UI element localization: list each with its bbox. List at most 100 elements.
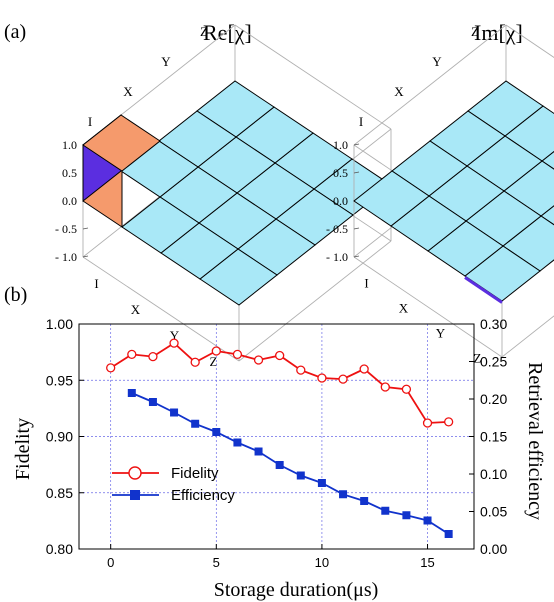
data-point [233, 438, 242, 447]
z-tick-mark [82, 255, 89, 258]
data-point [296, 471, 305, 480]
z-tick-mark [82, 227, 89, 230]
data-point [317, 373, 327, 383]
data-point [296, 365, 306, 375]
z-tick-label: 0.0 [62, 194, 77, 208]
col-label-bottom: Z [474, 351, 482, 366]
y2-tick-label: 0.05 [480, 504, 507, 520]
data-point [127, 389, 136, 397]
col-label-bottom: I [364, 276, 368, 291]
col-label-bottom: Y [170, 328, 180, 343]
data-point [232, 349, 243, 360]
data-point [317, 479, 326, 487]
bar-grid [82, 80, 392, 306]
re-chi-3d-chart: Re[χ] 1.0 0.5 0.0 - 0.5 - 1.0 I X Y Z I X Y Z [55, 20, 392, 369]
data-point [148, 351, 158, 362]
row-label-top: Z [471, 24, 479, 39]
y-tick-label: 0.80 [46, 541, 73, 557]
box-edge [238, 240, 392, 362]
y-tick-label: 0.95 [46, 372, 73, 388]
z-tick-label: 0.5 [62, 166, 77, 180]
x-axis-label: Storage duration(μs) [214, 579, 379, 601]
legend-label: Fidelity [171, 465, 219, 482]
z-tick-label: 1.0 [62, 138, 77, 152]
row-label-top: Z [200, 24, 208, 39]
y-tick-label: 1.00 [46, 316, 73, 332]
data-point [402, 511, 411, 520]
row-label-top: I [359, 114, 363, 129]
row-label-top: I [88, 114, 92, 129]
series-fidelity [106, 338, 454, 428]
data-point [359, 364, 369, 374]
data-point [275, 350, 285, 361]
row-label-top: Y [432, 54, 442, 69]
y2-tick-label: 0.10 [480, 466, 507, 482]
data-point [422, 418, 433, 428]
z-tick-mark [353, 255, 360, 258]
y-axis-label: Fidelity [12, 418, 34, 480]
bar-grid [353, 80, 554, 304]
data-point [401, 384, 412, 394]
fidelity-efficiency-line-chart: Storage duration(μs) Fidelity Retrieval … [12, 316, 546, 601]
y2-tick-label: 0.15 [480, 429, 507, 445]
col-label-bottom: I [94, 276, 98, 291]
box-edge [505, 24, 554, 58]
data-point [275, 461, 284, 469]
im-chi-title: Im[χ] [474, 20, 523, 45]
row-label-top: Y [161, 54, 171, 69]
z-tick-label: 1.0 [333, 138, 348, 152]
re-chi-title: Re[χ] [203, 20, 252, 45]
data-point [423, 516, 432, 525]
data-point [170, 408, 179, 417]
legend-marker [128, 466, 142, 480]
box-edge [501, 315, 554, 358]
z-tick-label: - 0.5 [55, 222, 77, 236]
z-tick-label: 0.5 [333, 166, 348, 180]
col-label-bottom: Y [436, 326, 446, 341]
series-efficiency [127, 389, 453, 538]
data-point [211, 346, 221, 356]
data-point [380, 382, 390, 392]
x-tick-label: 0 [107, 555, 114, 570]
col-label-bottom: Z [210, 354, 218, 369]
data-point [444, 417, 454, 427]
data-point [360, 497, 369, 505]
data-point [212, 428, 221, 436]
series-line [131, 392, 450, 535]
data-point [191, 419, 200, 428]
data-point [169, 338, 179, 348]
y2-tick-label: 0.30 [480, 316, 507, 332]
data-point [338, 374, 348, 384]
bar-tile [353, 170, 430, 227]
data-point [190, 357, 200, 367]
data-point [254, 447, 263, 456]
y-tick-label: 0.85 [46, 485, 73, 501]
z-tick-mark [353, 171, 360, 174]
y2-tick-label: 0.00 [480, 541, 507, 557]
bar-tile [541, 150, 554, 170]
data-point [253, 355, 264, 365]
data-point [127, 349, 137, 360]
z-tick-mark [353, 143, 360, 146]
col-label-bottom: X [131, 302, 141, 317]
y-tick-label: 0.90 [46, 429, 73, 445]
im-chi-3d-chart: Im[χ] 1.0 0.5 0.0 - 0.5 - 1.0 I X Y Z I X Y Z [326, 20, 554, 366]
bar-tile [121, 196, 200, 254]
x-tick-label: 10 [315, 555, 329, 570]
legend-marker [130, 490, 140, 500]
data-point [381, 506, 390, 515]
z-tick-label: - 1.0 [55, 250, 77, 264]
z-tick-label: 0.0 [333, 194, 348, 208]
data-point [148, 398, 157, 406]
bar-top-face [82, 114, 161, 172]
y2-axis-label: Retrieval efficiency [524, 362, 546, 520]
box-edge [234, 24, 392, 130]
z-tick-mark [353, 227, 360, 230]
y2-tick-label: 0.25 [480, 354, 507, 370]
panel-a-label: (a) [4, 21, 26, 43]
z-tick-label: - 0.5 [326, 222, 348, 236]
z-tick-label: - 1.0 [326, 250, 348, 264]
y2-tick-label: 0.20 [480, 391, 507, 407]
data-point [339, 490, 348, 499]
